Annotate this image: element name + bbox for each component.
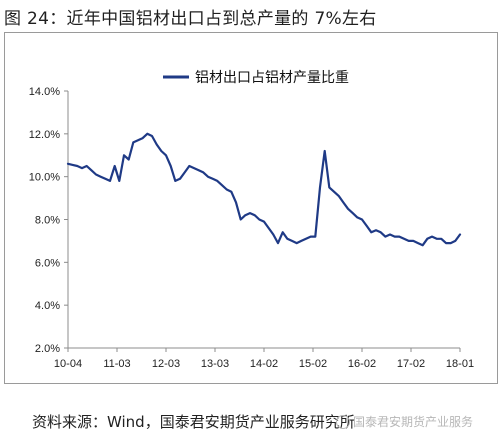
chart-frame: 2.0% 4.0% 6.0% 8.0% 10.0% 12.0% 14.0% 10-04 11-0… <box>4 32 498 384</box>
x-tick-label: 13-03 <box>201 358 229 370</box>
series-line <box>66 132 462 247</box>
line-chart: 2.0% 4.0% 6.0% 8.0% 10.0% 12.0% 14.0% 10-04 11-0… <box>29 70 474 370</box>
x-tick-label: 17-02 <box>397 358 425 370</box>
y-tick-label: 6.0% <box>35 257 60 269</box>
y-tick-label: 8.0% <box>35 215 60 227</box>
x-tick-label: 14-02 <box>250 358 278 370</box>
x-tick-label: 15-02 <box>299 358 327 370</box>
watermark-label: 国泰君安期货产业服务 <box>353 415 474 429</box>
y-tick-label: 2.0% <box>35 343 60 355</box>
y-tick-label: 12.0% <box>29 129 60 141</box>
x-tick-label: 11-03 <box>103 358 130 370</box>
wechat-icon <box>336 414 350 429</box>
x-tick-label: 18-01 <box>446 358 474 370</box>
y-tick-label: 4.0% <box>35 300 60 312</box>
source-note: 资料来源：Wind，国泰君安期货产业服务研究所 <box>32 413 355 431</box>
x-tick-label: 12-03 <box>152 358 180 370</box>
watermark: 国泰君安期货产业服务 <box>336 413 473 430</box>
y-tick-label: 14.0% <box>29 86 60 98</box>
figure-title: 图 24：近年中国铝材出口占到总产量的 7%左右 <box>4 9 377 29</box>
legend-label: 铝材出口占铝材产量比重 <box>195 70 349 86</box>
y-tick-label: 10.0% <box>29 172 60 184</box>
x-tick-label: 16-02 <box>348 358 376 370</box>
x-tick-label: 10-04 <box>54 358 82 370</box>
